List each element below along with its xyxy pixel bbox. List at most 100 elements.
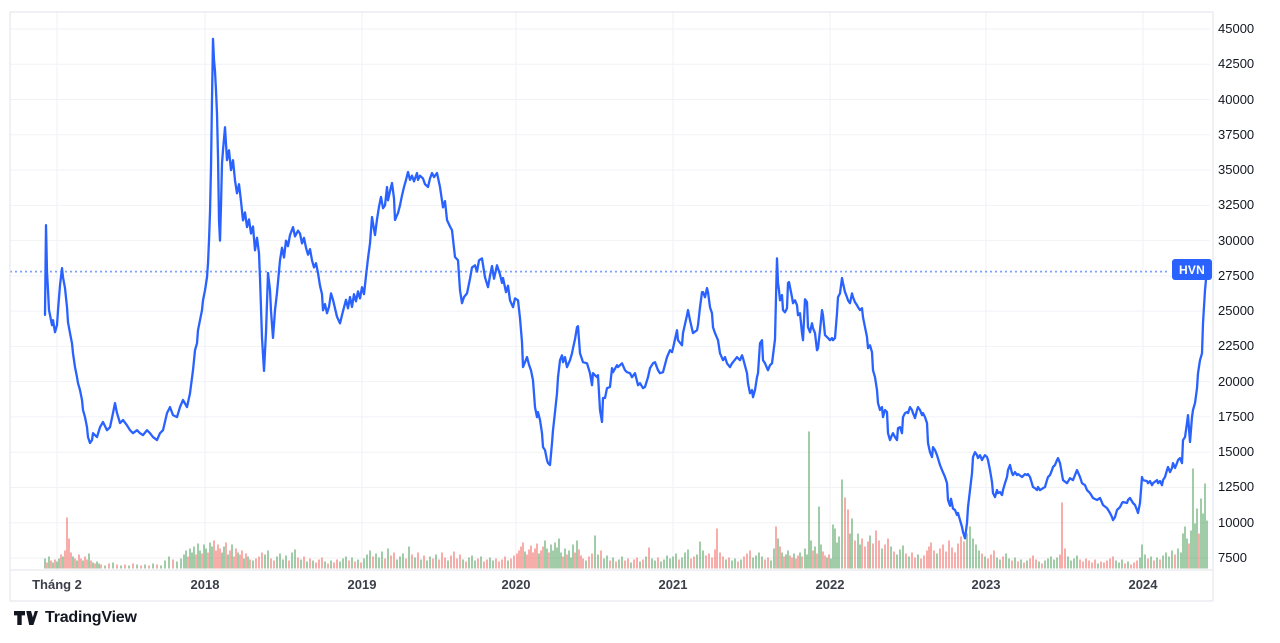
volume-bar xyxy=(867,541,869,569)
volume-bar xyxy=(148,565,150,569)
volume-bar xyxy=(237,552,239,569)
volume-bar xyxy=(354,561,356,569)
volume-bar xyxy=(1032,555,1034,569)
volume-bar xyxy=(231,544,233,569)
volume-bar xyxy=(731,560,733,569)
volume-bar xyxy=(339,561,341,569)
volume-bar xyxy=(116,564,118,569)
volume-bar xyxy=(1041,563,1043,569)
volume-bar xyxy=(690,558,692,569)
volume-bar xyxy=(315,562,317,569)
time-axis-label: 2019 xyxy=(347,577,377,592)
volume-bar xyxy=(207,552,209,569)
volume-bar xyxy=(642,559,644,569)
volume-bar xyxy=(761,556,763,569)
volume-bar xyxy=(580,555,582,569)
volume-bar xyxy=(1136,560,1138,569)
volume-bar xyxy=(294,549,296,569)
volume-bar xyxy=(954,552,956,569)
volume-bar xyxy=(375,553,377,569)
volume-bar xyxy=(654,560,656,569)
chart-plot-area[interactable] xyxy=(10,12,1210,570)
price-axis-label: 35000 xyxy=(1218,162,1255,178)
volume-bar xyxy=(826,557,828,569)
volume-bar xyxy=(522,542,524,569)
volume-bar xyxy=(544,540,546,569)
tradingview-logo[interactable]: TradingView xyxy=(13,609,137,627)
volume-bar xyxy=(1190,530,1192,569)
volume-bar xyxy=(459,554,461,569)
volume-bar xyxy=(1070,560,1072,569)
volume-bar xyxy=(755,555,757,569)
volume-bar xyxy=(687,549,689,569)
symbol-price-label: HVN xyxy=(1172,259,1212,280)
volume-bar xyxy=(560,552,562,569)
volume-bar xyxy=(84,556,86,569)
price-axis-drag-area[interactable] xyxy=(1213,12,1280,570)
volume-bar xyxy=(1124,563,1126,569)
volume-bar xyxy=(195,554,197,569)
volume-bar xyxy=(951,547,953,569)
volume-bar xyxy=(357,559,359,569)
volume-bar xyxy=(785,554,787,569)
volume-bar xyxy=(429,556,431,569)
volume-bar xyxy=(917,554,919,569)
volume-bar xyxy=(933,550,935,569)
volume-bar xyxy=(872,543,874,569)
volume-bar xyxy=(987,558,989,569)
volume-bar xyxy=(1106,560,1108,569)
volume-bar xyxy=(183,554,185,569)
volume-bar xyxy=(714,549,716,569)
volume-bar xyxy=(546,548,548,569)
volume-bar xyxy=(1002,556,1004,569)
volume-bar xyxy=(905,553,907,569)
volume-bar xyxy=(1050,556,1052,569)
volume-bar xyxy=(176,561,178,569)
volume-bar xyxy=(639,561,641,569)
volume-bar xyxy=(241,550,243,569)
volume-bar xyxy=(908,556,910,569)
price-axis-label: 7500 xyxy=(1218,550,1247,565)
volume-bar xyxy=(804,548,806,569)
volume-bar xyxy=(1206,520,1208,569)
volume-bar xyxy=(812,550,814,569)
price-axis-label: 32500 xyxy=(1218,197,1255,213)
volume-bar xyxy=(828,554,830,569)
volume-bar xyxy=(66,517,68,569)
volume-bar xyxy=(402,553,404,569)
volume-bar xyxy=(477,558,479,569)
volume-bar xyxy=(770,560,772,569)
volume-bar xyxy=(229,550,231,569)
volume-bar xyxy=(46,562,48,569)
volume-bar xyxy=(426,560,428,569)
volume-bar xyxy=(832,524,834,569)
volume-bar xyxy=(264,554,266,569)
volume-bar xyxy=(996,557,998,569)
volume-bar xyxy=(576,540,578,569)
volume-bar xyxy=(534,548,536,569)
volume-bar xyxy=(838,536,840,569)
volume-bar xyxy=(1029,558,1031,569)
volume-bar xyxy=(261,552,263,569)
volume-bar xyxy=(140,565,142,569)
time-axis-label: 2024 xyxy=(1128,577,1158,592)
volume-bar xyxy=(799,552,801,569)
volume-bar xyxy=(743,556,745,569)
volume-bar xyxy=(456,558,458,569)
volume-bar xyxy=(1144,554,1146,569)
volume-bar xyxy=(550,544,552,569)
price-axis-label: 40000 xyxy=(1218,91,1255,107)
volume-bar xyxy=(861,538,863,569)
volume-bar xyxy=(465,561,467,569)
volume-bar xyxy=(1008,558,1010,569)
time-axis-drag-area[interactable] xyxy=(10,570,1213,601)
volume-bar xyxy=(1023,562,1025,569)
volume-bar xyxy=(978,550,980,569)
volume-bar xyxy=(820,544,822,569)
volume-bar xyxy=(810,540,812,569)
volume-bar xyxy=(187,556,189,569)
volume-bar xyxy=(252,560,254,569)
volume-bar xyxy=(1061,502,1063,569)
volume-bar xyxy=(893,551,895,569)
volume-bar xyxy=(966,533,968,569)
